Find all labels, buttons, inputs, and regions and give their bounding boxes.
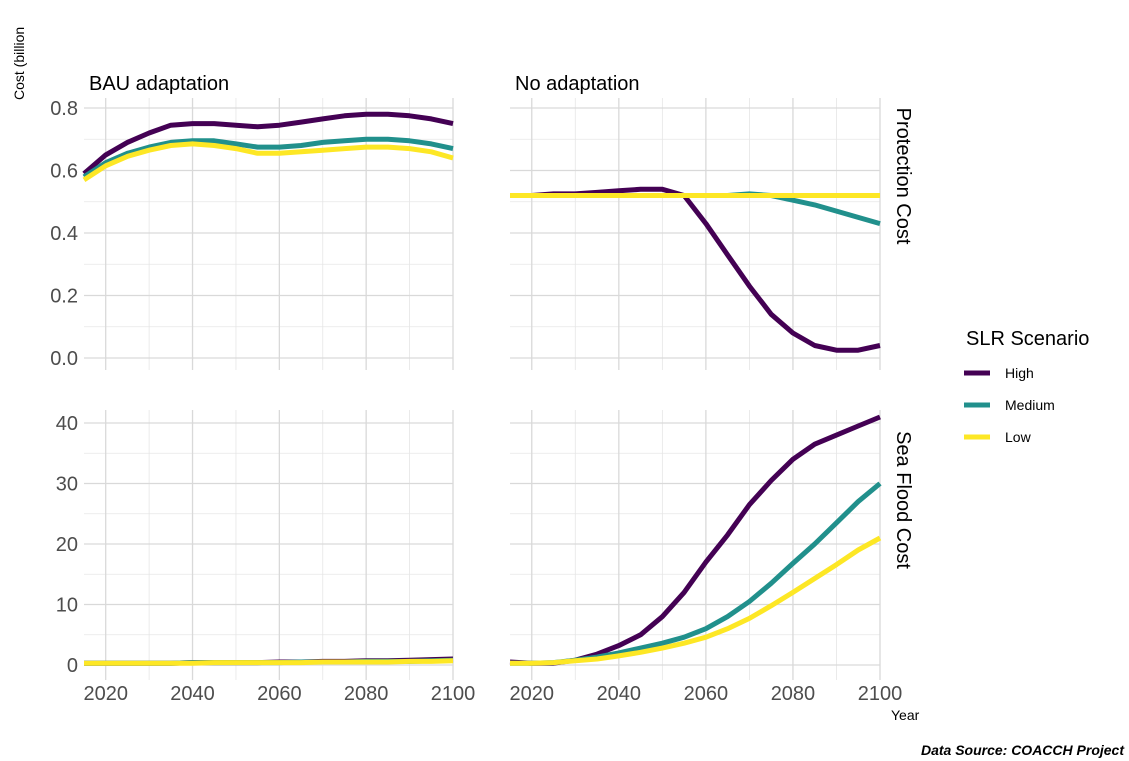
series-layer	[82, 111, 882, 666]
x-tick-label: 2080	[344, 683, 389, 705]
x-tick-label: 2080	[771, 683, 816, 705]
caption: Data Source: COACCH Project	[921, 742, 1125, 758]
x-tick-label: 2060	[684, 683, 729, 705]
x-tick-label: 2040	[597, 683, 642, 705]
y-tick-label: 0.4	[50, 223, 78, 245]
series-line-medium-bau-adaptation-protection-cost	[82, 136, 454, 179]
x-tick-label: 2040	[170, 683, 215, 705]
y-tick-label: 0.2	[50, 286, 78, 308]
legend-title: SLR Scenario	[966, 328, 1089, 350]
x-tick-label: 2020	[510, 683, 555, 705]
series-line-low-bau-adaptation-sea-flood-cost	[84, 658, 454, 666]
row-strip-protection-cost: Protection Cost	[892, 108, 914, 245]
panel-no-adaptation-sea-flood-cost	[510, 410, 881, 680]
column-strip-no-adaptation: No adaptation	[515, 73, 640, 95]
y-tick-label: 0.6	[50, 161, 78, 183]
y-tick-label: 0.0	[50, 348, 78, 370]
panel-bau-adaptation-sea-flood-cost	[84, 410, 454, 680]
panel-no-adaptation-protection-cost	[510, 98, 881, 370]
y-tick-label: 0	[67, 655, 78, 677]
legend-label-medium: Medium	[1005, 397, 1055, 413]
x-axis-title: Year	[891, 707, 920, 723]
legend-item-high: High	[964, 365, 1034, 381]
y-tick-label: 0.8	[50, 98, 78, 120]
y-axis-title: Cost (billion	[11, 27, 27, 100]
legend: SLR Scenario High Medium Low	[964, 328, 1089, 445]
series-line-low-bau-adaptation-protection-cost	[82, 141, 454, 182]
x-tick-label: 2060	[257, 683, 302, 705]
series-line-high-no-adaptation-sea-flood-cost	[509, 414, 881, 666]
labels-layer: 0.0 0.2 0.4 0.6 0.8 Protection Cost 0 10 20 30 40 2…	[50, 73, 914, 705]
legend-label-high: High	[1005, 365, 1034, 381]
legend-item-medium: Medium	[964, 397, 1055, 413]
series-line-low-no-adaptation-sea-flood-cost	[510, 535, 882, 666]
x-tick-label: 2100	[858, 683, 903, 705]
series-line-high-no-adaptation-protection-cost	[510, 186, 881, 353]
legend-label-low: Low	[1005, 429, 1032, 445]
y-tick-label: 10	[56, 595, 78, 617]
legend-item-low: Low	[964, 429, 1032, 445]
x-tick-label: 2020	[83, 683, 128, 705]
x-tick-label: 2100	[431, 683, 476, 705]
series-line-high-bau-adaptation-protection-cost	[82, 111, 454, 176]
row-strip-sea-flood-cost: Sea Flood Cost	[892, 431, 914, 569]
y-tick-label: 40	[56, 413, 78, 435]
y-tick-label: 20	[56, 534, 78, 556]
column-strip-bau-adaptation: BAU adaptation	[89, 73, 229, 95]
y-tick-label: 30	[56, 474, 78, 496]
